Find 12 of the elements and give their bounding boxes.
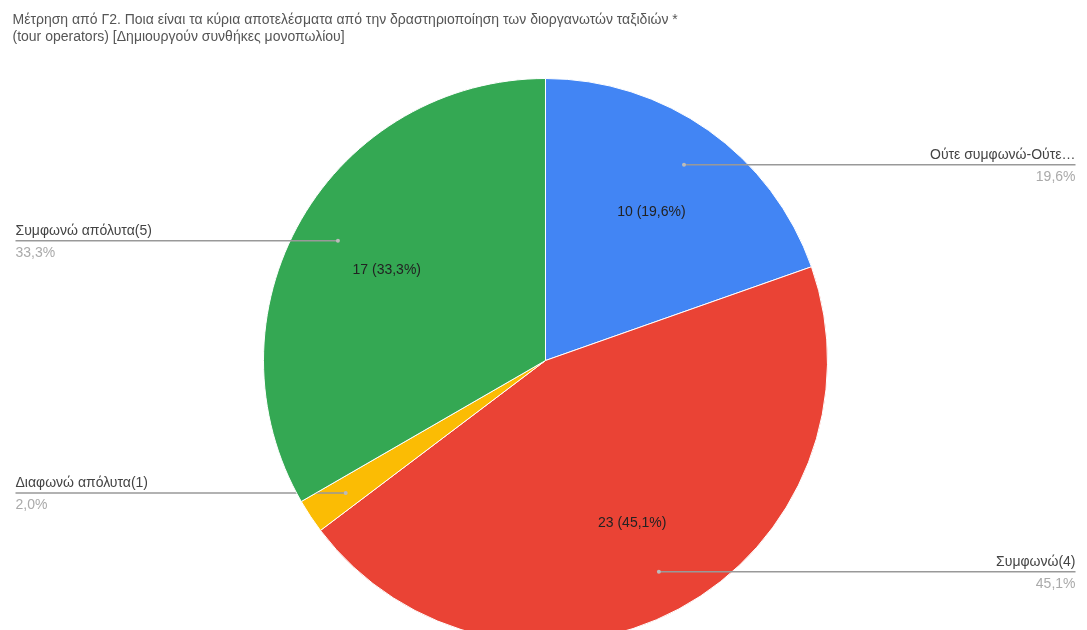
data-label: 17 (33,3%) [352,260,421,277]
chart-title: Μέτρηση από Γ2. Ποια είναι τα κύρια αποτελέσματα από την δραστηριοποίηση των διοργανωτών ταξιδιών * (tour operators) [Δημιουργούν συνθήκες μονοπωλίου] [12,10,679,44]
text: 2,0% [15,495,48,512]
slice-label: Συμφωνώ απόλυτα(5) [15,221,152,238]
text: 19,6% [1035,167,1076,184]
data-label: 23 (45,1%) [597,513,667,530]
slice-label: Συμφωνώ(4) [996,552,1076,569]
slice-label: Διαφωνώ απόλυτα(1) [15,473,149,490]
data-label: 10 (19,6%) [617,202,686,219]
text: 45,1% [1035,574,1076,591]
slice-label: Ούτε συμφωνώ-Ούτε… [930,145,1076,162]
text: 33,3% [15,243,56,260]
